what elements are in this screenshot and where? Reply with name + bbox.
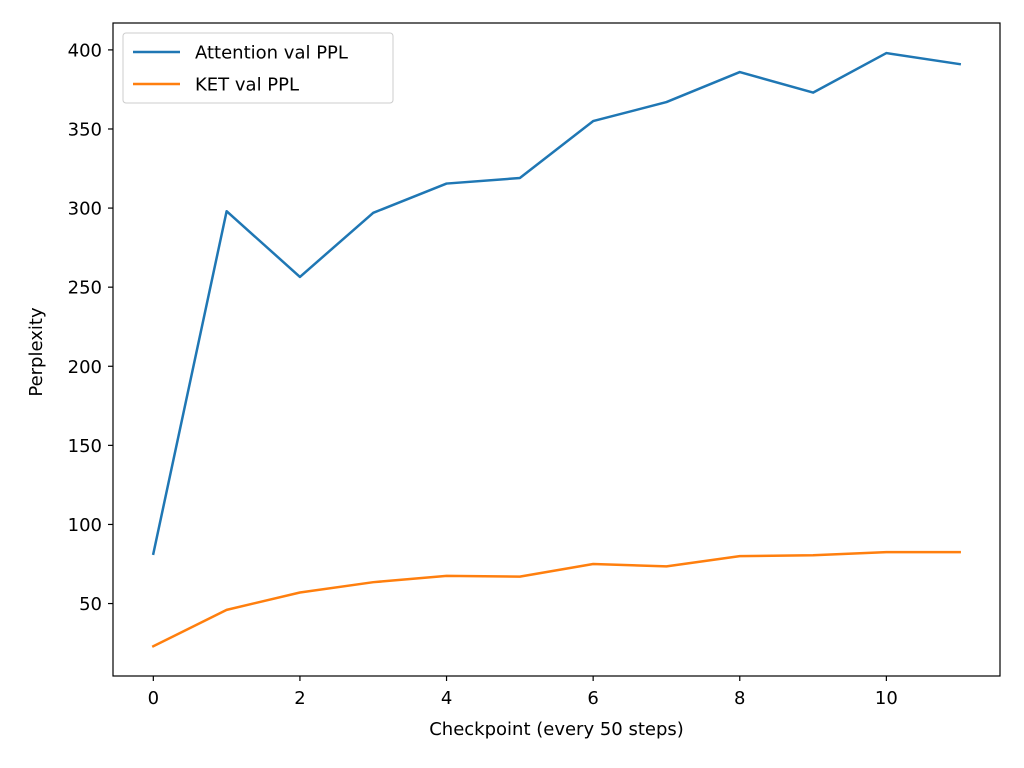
- y-tick-label: 350: [68, 119, 102, 140]
- x-tick-label: 6: [587, 688, 598, 709]
- y-tick-label: 100: [68, 515, 102, 536]
- y-tick-label: 150: [68, 436, 102, 457]
- y-tick-label: 50: [79, 594, 102, 615]
- series-line-2: [151, 550, 961, 648]
- y-tick-label: 200: [68, 357, 102, 378]
- x-tick-label: 10: [875, 688, 898, 709]
- axis-ticks: 0 2 4 6 8 10 50 100 150 200 250 300 350 400: [68, 40, 898, 709]
- x-tick-label: 4: [441, 688, 452, 709]
- y-tick-label: 400: [68, 40, 102, 61]
- series-layer: [151, 51, 962, 648]
- legend-label: Attention val PPL: [195, 43, 348, 64]
- y-tick-label: 300: [68, 199, 102, 220]
- y-axis-label: Perplexity: [26, 307, 47, 397]
- x-tick-label: 8: [734, 688, 745, 709]
- y-tick-label: 250: [68, 278, 102, 299]
- x-tick-label: 0: [148, 688, 159, 709]
- x-tick-label: 2: [294, 688, 305, 709]
- legend-label: KET val PPL: [195, 75, 299, 96]
- series-line-1: [151, 51, 962, 556]
- legend: Attention val PPL KET val PPL: [122, 32, 394, 104]
- legend-box: [122, 32, 394, 104]
- plot-frame: [112, 22, 1001, 677]
- x-axis-label: Checkpoint (every 50 steps): [429, 719, 684, 740]
